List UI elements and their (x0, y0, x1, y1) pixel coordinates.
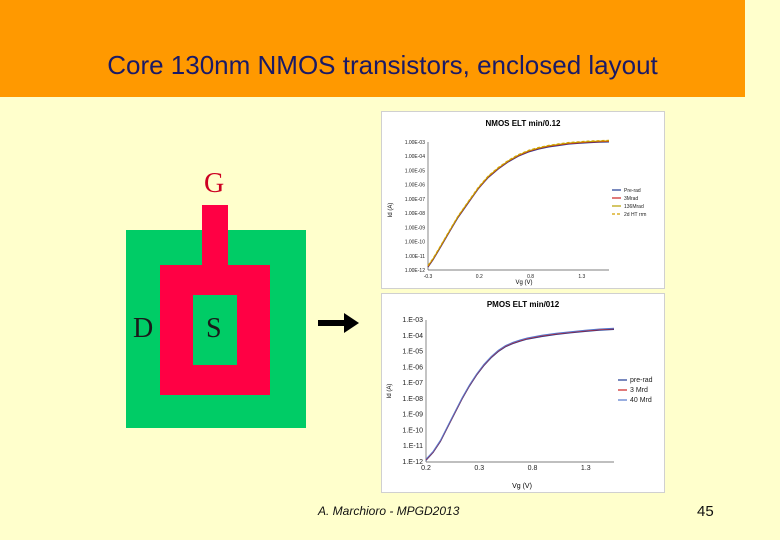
y-tick-label: 1.00E-12 (405, 268, 426, 274)
y-axis-label: Id (A) (387, 384, 393, 399)
y-tick-label: 1.E-03 (402, 317, 423, 324)
enclosed-layout-diagram (126, 205, 306, 428)
y-tick-label: 1.E-09 (402, 412, 423, 419)
legend-entry: 136Mrad (624, 204, 644, 210)
slide-title: Core 130nm NMOS transistors, enclosed la… (107, 50, 658, 80)
chart-title: PMOS ELT min/012 (487, 300, 560, 309)
x-tick-label: 0.3 (474, 465, 484, 472)
series-line (425, 329, 615, 461)
y-tick-label: 1.00E-04 (405, 154, 426, 160)
series-line (427, 140, 610, 267)
title-banner (0, 0, 745, 97)
chart-title: NMOS ELT min/0.12 (486, 119, 562, 128)
legend-entry: pre-rad (630, 377, 653, 384)
x-tick-label: 0.2 (421, 465, 431, 472)
x-axis-label: Vg (V) (515, 280, 532, 286)
series-line (425, 327, 615, 460)
y-tick-label: 1.E-05 (402, 349, 423, 356)
pmos-chart: PMOS ELT min/012 Id (A) Vg (V) 1.E-12 1.E… (381, 293, 665, 493)
y-tick-label: 1.E-04 (402, 333, 423, 340)
y-tick-label: 1.00E-07 (405, 197, 426, 203)
gate-contact-stem (202, 205, 228, 267)
y-tick-label: 1.E-07 (402, 380, 423, 387)
y-tick-label: 1.E-08 (402, 396, 423, 403)
footer-author: A. Marchioro - MPGD2013 (318, 504, 460, 518)
y-tick-label: 1.E-11 (403, 443, 423, 450)
y-tick-label: 1.00E-09 (405, 225, 426, 231)
source-region (193, 295, 237, 365)
legend-entry: 40 Mrd (630, 397, 652, 404)
legend-entry: 3 Mrd (630, 387, 648, 394)
y-tick-label: 1.00E-10 (405, 240, 426, 246)
y-tick-label: 1.E-12 (402, 459, 423, 466)
legend-entry: 3Mrad (624, 196, 638, 202)
legend-entry: 2d HT rrm (624, 212, 646, 218)
x-tick-label: 0.8 (527, 274, 534, 280)
x-tick-label: 0.8 (528, 465, 538, 472)
y-tick-label: 1.00E-08 (405, 211, 426, 217)
source-label: S (206, 313, 222, 344)
y-tick-label: 1.E-06 (402, 364, 423, 371)
series-line (427, 140, 610, 267)
series-line (427, 139, 610, 266)
y-tick-label: 1.00E-03 (405, 140, 426, 146)
y-tick-label: 1.00E-06 (405, 183, 426, 189)
x-tick-label: 1.3 (578, 274, 585, 280)
gate-label: G (204, 168, 225, 199)
legend-entry: Pre-rad (624, 188, 641, 194)
page-number: 45 (697, 503, 714, 520)
series-line (425, 328, 615, 461)
series-line (427, 141, 610, 268)
nmos-chart: NMOS ELT min/0.12 Id (A) Vg (V) 1.00E-12… (381, 111, 665, 289)
drain-label: D (133, 313, 154, 344)
x-tick-label: 0.2 (476, 274, 483, 280)
y-tick-label: 1.00E-11 (405, 254, 425, 260)
x-tick-label: 1.3 (581, 465, 591, 472)
x-axis-label: Vg (V) (512, 483, 532, 490)
y-tick-label: 1.00E-05 (405, 168, 426, 174)
y-tick-label: 1.E-10 (402, 427, 423, 434)
x-tick-label: -0.3 (424, 274, 433, 280)
right-arrow-icon (318, 313, 359, 333)
y-axis-label: Id (A) (388, 203, 394, 218)
